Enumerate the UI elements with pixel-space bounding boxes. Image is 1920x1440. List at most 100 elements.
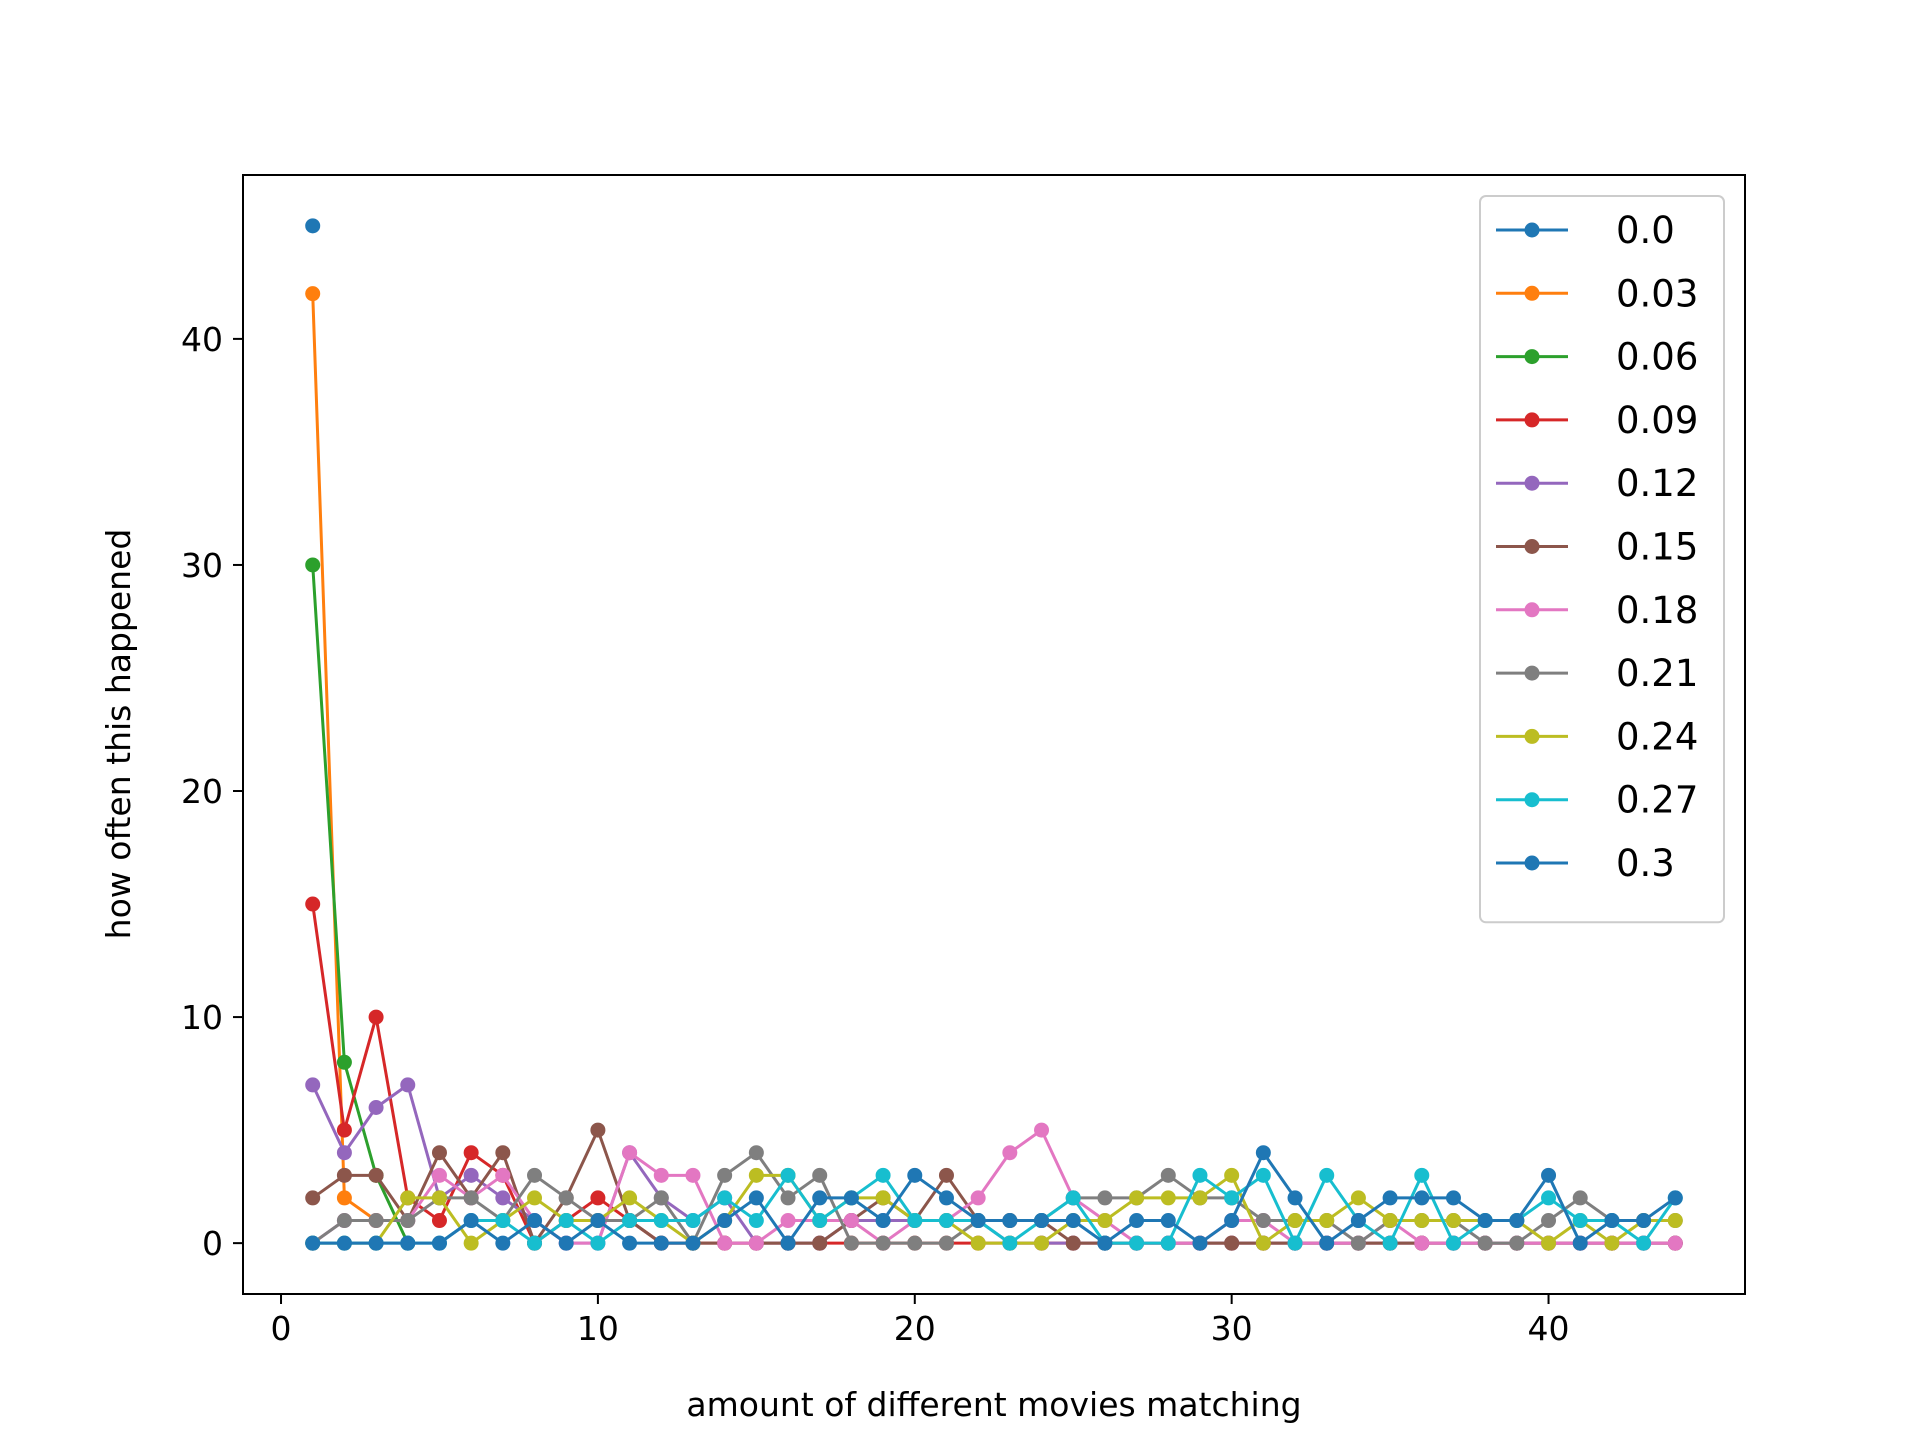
data-point	[368, 1213, 384, 1229]
data-point	[336, 1213, 352, 1229]
data-point	[1509, 1235, 1525, 1251]
data-point	[400, 1077, 416, 1093]
data-point	[938, 1190, 954, 1206]
data-point	[305, 1077, 321, 1093]
legend-marker	[1524, 475, 1540, 491]
data-point	[1129, 1213, 1145, 1229]
data-point	[1255, 1213, 1271, 1229]
legend-label: 0.03	[1616, 272, 1698, 315]
data-point	[1287, 1213, 1303, 1229]
legend-item: 0.24	[1496, 715, 1698, 758]
data-point	[780, 1235, 796, 1251]
x-axis-label: amount of different movies matching	[686, 1385, 1301, 1424]
data-point	[336, 1167, 352, 1183]
data-point	[1319, 1167, 1335, 1183]
legend-item: 0.3	[1496, 842, 1675, 885]
data-point	[653, 1235, 669, 1251]
y-tick-label: 30	[181, 546, 223, 585]
data-point	[1414, 1190, 1430, 1206]
data-point	[907, 1235, 923, 1251]
data-point	[1445, 1213, 1461, 1229]
data-point	[1604, 1235, 1620, 1251]
data-point	[431, 1145, 447, 1161]
legend-marker	[1524, 792, 1540, 808]
data-point	[368, 1100, 384, 1115]
data-point	[1097, 1190, 1113, 1206]
data-point	[1667, 1213, 1683, 1229]
data-point	[495, 1145, 511, 1161]
data-point	[1002, 1145, 1018, 1161]
data-point	[843, 1235, 859, 1251]
data-point	[305, 286, 321, 302]
data-point	[653, 1190, 669, 1206]
legend-marker	[1524, 855, 1540, 871]
data-point	[1319, 1235, 1335, 1251]
data-point	[431, 1167, 447, 1183]
series-0.3	[305, 1145, 1683, 1251]
data-point	[1002, 1235, 1018, 1251]
legend-marker	[1524, 728, 1540, 744]
y-tick-label: 20	[181, 772, 223, 811]
data-point	[590, 1122, 606, 1138]
data-point	[717, 1167, 733, 1183]
data-point	[1192, 1167, 1208, 1183]
data-point	[431, 1213, 447, 1229]
data-point	[622, 1235, 638, 1251]
legend-item: 0.15	[1496, 526, 1698, 569]
data-point	[1382, 1190, 1398, 1206]
data-point	[1604, 1213, 1620, 1229]
y-axis: 0 10 20 30 40	[181, 320, 243, 1263]
legend-label: 0.09	[1616, 399, 1698, 442]
legend-label: 0.0	[1616, 209, 1675, 252]
legend-marker	[1524, 412, 1540, 428]
y-tick-label: 10	[181, 998, 223, 1037]
data-point	[590, 1235, 606, 1251]
data-point	[1065, 1213, 1081, 1229]
data-point	[1002, 1213, 1018, 1229]
data-point	[875, 1190, 891, 1206]
data-point	[527, 1213, 543, 1229]
data-point	[875, 1235, 891, 1251]
data-point	[1445, 1235, 1461, 1251]
data-point	[780, 1167, 796, 1183]
data-point	[622, 1213, 638, 1229]
legend-label: 0.12	[1616, 462, 1698, 505]
data-point	[717, 1235, 733, 1251]
data-point	[1224, 1213, 1240, 1229]
data-point	[368, 1009, 384, 1025]
data-point	[1350, 1213, 1366, 1229]
data-point	[305, 1235, 321, 1251]
data-point	[1065, 1190, 1081, 1206]
data-point	[336, 1235, 352, 1251]
data-point	[1065, 1235, 1081, 1251]
data-point	[305, 896, 321, 912]
data-point	[970, 1190, 986, 1206]
data-point	[1034, 1213, 1050, 1229]
data-point	[812, 1167, 828, 1183]
data-point	[748, 1235, 764, 1251]
x-tick-label: 30	[1211, 1309, 1253, 1348]
data-point	[938, 1213, 954, 1229]
data-point	[780, 1190, 796, 1206]
data-point	[463, 1145, 479, 1161]
data-point	[812, 1213, 828, 1229]
data-point	[1477, 1213, 1493, 1229]
data-point	[1224, 1235, 1240, 1251]
data-point	[527, 1235, 543, 1251]
data-point	[495, 1190, 511, 1206]
data-point	[1160, 1235, 1176, 1251]
data-point	[1572, 1213, 1588, 1229]
data-point	[400, 1235, 416, 1251]
data-point	[1192, 1235, 1208, 1251]
data-point	[1255, 1167, 1271, 1183]
data-point	[1160, 1213, 1176, 1229]
data-point	[1350, 1190, 1366, 1206]
data-point	[1034, 1235, 1050, 1251]
data-point	[1636, 1235, 1652, 1251]
data-point	[685, 1213, 701, 1229]
data-point	[1160, 1167, 1176, 1183]
data-point	[1382, 1213, 1398, 1229]
legend-item: 0.0	[1496, 209, 1675, 252]
data-point	[717, 1213, 733, 1229]
